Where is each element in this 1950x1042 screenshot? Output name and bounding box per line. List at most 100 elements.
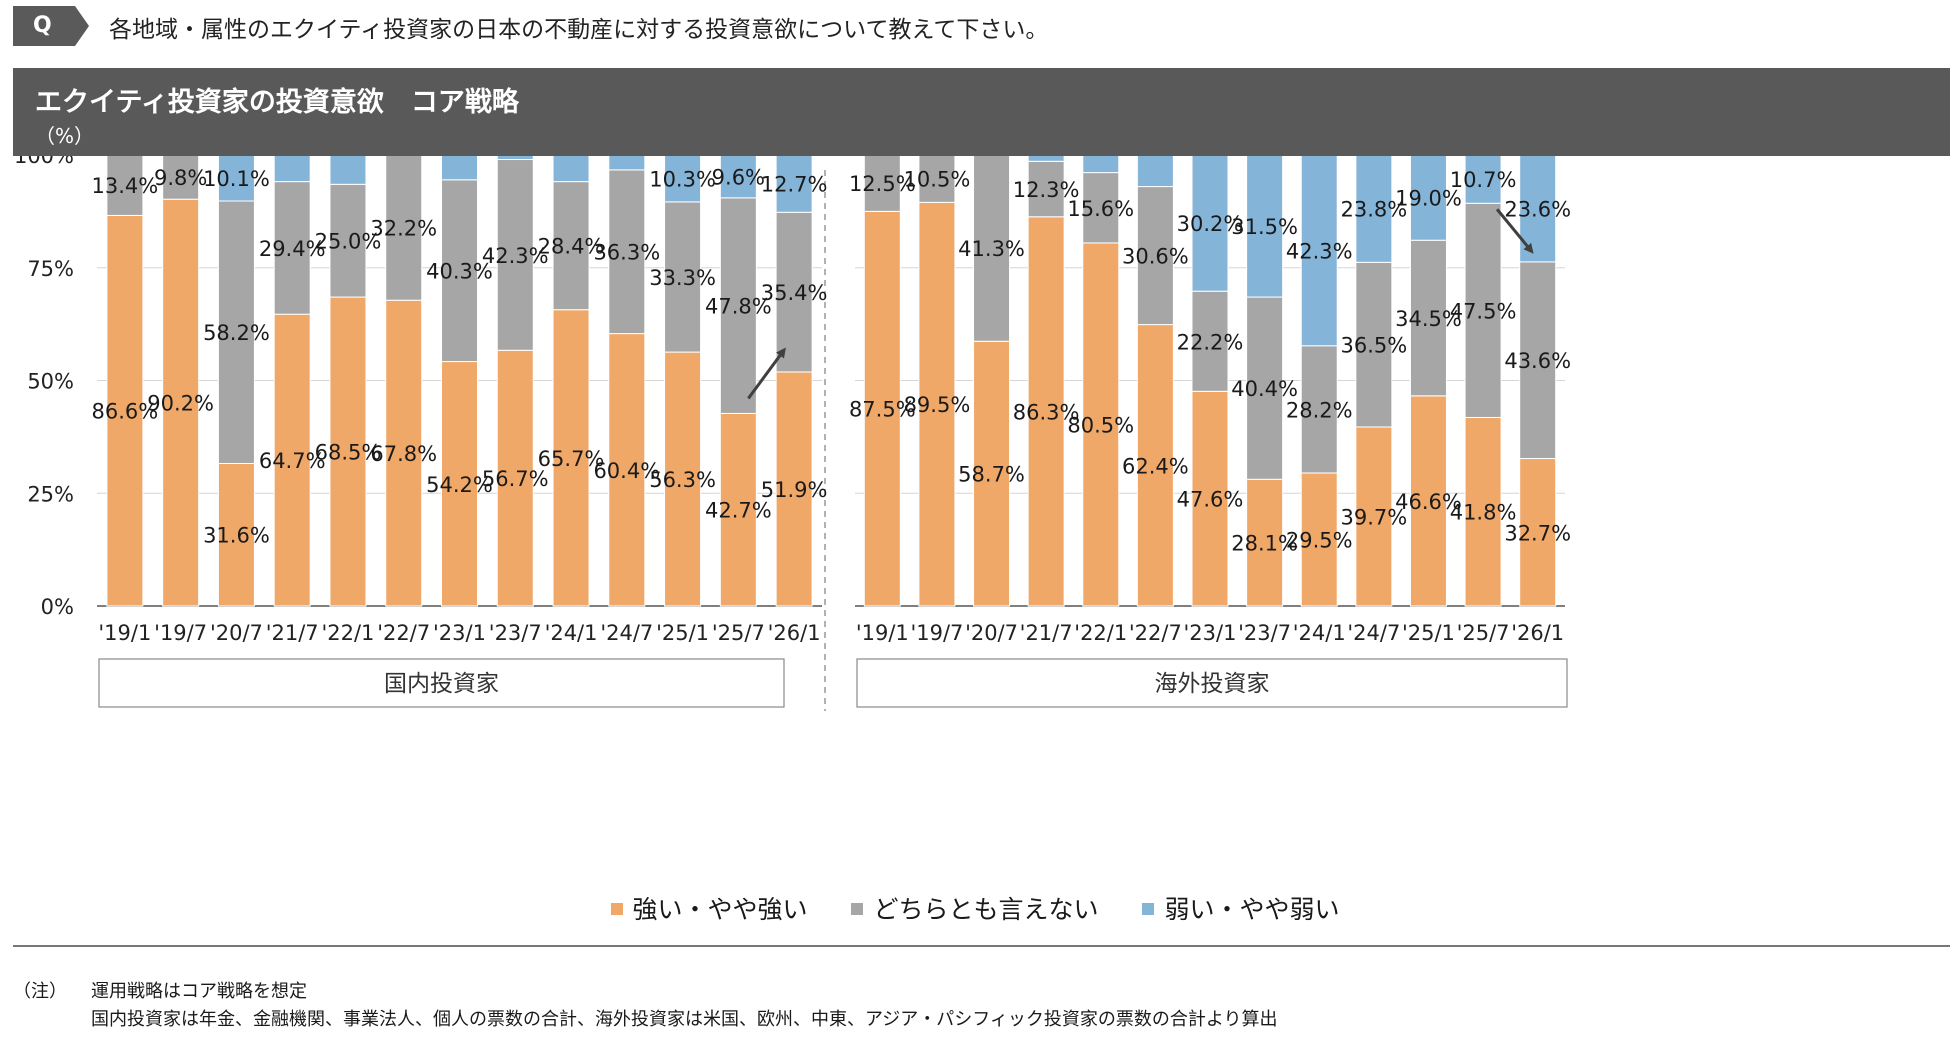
x-tick-label: '25/7 (1457, 621, 1510, 645)
x-tick-label: '21/7 (266, 621, 319, 645)
x-tick-label: '22/7 (1129, 621, 1182, 645)
trend-arrow-up (747, 347, 786, 400)
data-label-neutral: 34.5% (1395, 307, 1462, 331)
bar-segment-neutral (1246, 296, 1284, 480)
bar-segment-weak (719, 156, 757, 199)
legend-swatch-weak (1142, 903, 1155, 915)
bar-segment-weak (775, 156, 813, 213)
data-label-strong: 32.7% (1504, 521, 1571, 545)
data-label-strong: 67.8% (370, 442, 437, 466)
group-label: 国内投資家 (384, 671, 499, 697)
bar-segment-weak (1300, 156, 1338, 347)
chart-title: エクイティ投資家の投資意欲 コア戦略 (35, 87, 519, 118)
legend-swatch-strong (610, 903, 623, 915)
data-label-weak: 9.6% (712, 165, 765, 189)
bar-segment-neutral (217, 200, 255, 464)
legend-item-weak: 弱い・やや弱い (1142, 890, 1339, 926)
data-label-strong: 90.2% (147, 392, 214, 416)
x-tick-label: '20/7 (210, 621, 263, 645)
x-tick-label: '19/1 (856, 621, 909, 645)
data-label-neutral: 25.0% (315, 230, 382, 254)
x-tick-label: '19/7 (154, 621, 207, 645)
bar-segment-strong (385, 299, 423, 607)
bar-segment-neutral (496, 159, 534, 351)
data-label-strong: 42.7% (705, 499, 772, 523)
bar-segment-strong (162, 198, 200, 607)
data-label-strong: 41.8% (1450, 501, 1517, 525)
section-divider (13, 945, 1950, 947)
bar-segment-neutral (1355, 261, 1393, 428)
data-label-weak: 23.6% (1504, 198, 1571, 222)
question-bar: Q 各地域・属性のエクイティ投資家の日本の不動産に対する投資意欲について教えて下… (13, 0, 1950, 52)
data-label-neutral: 40.3% (426, 260, 493, 284)
data-label-neutral: 28.2% (1286, 398, 1353, 422)
x-tick-label: '24/1 (1293, 621, 1346, 645)
bar-segment-neutral (162, 156, 200, 200)
data-label-weak: 12.7% (761, 173, 828, 197)
data-label-neutral: 10.5% (904, 168, 971, 192)
y-tick-label: 25% (27, 482, 74, 506)
bar-segment-strong (106, 214, 144, 607)
bar-segment-neutral (719, 197, 757, 414)
chart-header: エクイティ投資家の投資意欲 コア戦略 （%） (13, 68, 1950, 156)
data-label-strong: 80.5% (1067, 413, 1134, 437)
data-label-neutral: 13.4% (92, 174, 159, 198)
data-label-neutral: 30.6% (1122, 245, 1189, 269)
bar-segment-strong (1519, 458, 1557, 607)
data-label-strong: 65.7% (538, 447, 605, 471)
bar-segment-neutral (329, 183, 367, 298)
data-label-neutral: 36.5% (1340, 334, 1407, 358)
bar-segment-strong (775, 371, 813, 607)
data-label-neutral: 12.3% (1013, 178, 1080, 202)
y-tick-label: 100% (14, 156, 74, 168)
x-tick-label: '22/1 (321, 621, 374, 645)
data-label-weak: 30.2% (1177, 212, 1244, 236)
data-label-neutral: 43.6% (1504, 349, 1571, 373)
legend-item-strong: 強い・やや強い (610, 890, 808, 926)
bar-segment-strong (608, 333, 646, 607)
data-label-strong: 58.7% (958, 463, 1025, 487)
bar-segment-neutral (863, 156, 901, 212)
legend-label-neutral: どちらとも言えない (873, 895, 1099, 924)
data-label-neutral: 41.3% (958, 237, 1025, 261)
bar-segment-weak (1246, 156, 1284, 298)
legend-label-strong: 強い・やや強い (632, 895, 808, 924)
y-tick-label: 50% (27, 370, 74, 394)
bar-segment-neutral (1464, 202, 1502, 418)
data-label-strong: 86.6% (92, 400, 159, 424)
bar-segment-strong (719, 412, 757, 607)
bar-segment-strong (1082, 242, 1120, 607)
data-label-strong: 29.5% (1286, 528, 1353, 552)
data-label-strong: 31.6% (203, 524, 270, 548)
data-label-neutral: 12.5% (849, 172, 916, 196)
x-tick-label: '25/1 (656, 621, 709, 645)
bar-segment-strong (1355, 426, 1393, 607)
x-tick-label: '23/7 (1238, 621, 1291, 645)
bar-segment-neutral (664, 201, 702, 353)
data-label-neutral: 58.2% (203, 321, 270, 345)
bar-segment-neutral (973, 156, 1011, 342)
data-label-neutral: 9.8% (154, 166, 207, 190)
x-tick-label: '21/7 (1020, 621, 1073, 645)
data-label-strong: 51.9% (761, 478, 828, 502)
data-label-neutral: 33.3% (649, 266, 716, 290)
x-tick-label: '24/1 (545, 621, 598, 645)
bar-segment-weak (329, 156, 367, 185)
bar-segment-strong (863, 210, 901, 607)
group-label: 海外投資家 (1155, 671, 1270, 697)
bar-segment-strong (1246, 478, 1284, 607)
group-box (98, 658, 785, 708)
chart-unit: （%） (35, 124, 95, 148)
note-line-2: 国内投資家は年金、金融機関、事業法人、個人の票数の合計、海外投資家は米国、欧州、… (91, 1009, 1278, 1030)
data-label-strong: 62.4% (1122, 454, 1189, 478)
data-label-strong: 64.7% (259, 449, 326, 473)
x-tick-label: '19/7 (910, 621, 963, 645)
x-tick-label: '22/7 (377, 621, 430, 645)
trend-arrow-down (1495, 208, 1534, 254)
bar-segment-weak (1082, 156, 1120, 174)
bar-segment-neutral (918, 156, 956, 203)
data-label-neutral: 36.3% (593, 241, 660, 265)
bar-segment-neutral (385, 156, 423, 301)
data-label-neutral: 40.4% (1231, 377, 1298, 401)
legend-swatch-neutral (851, 903, 864, 915)
